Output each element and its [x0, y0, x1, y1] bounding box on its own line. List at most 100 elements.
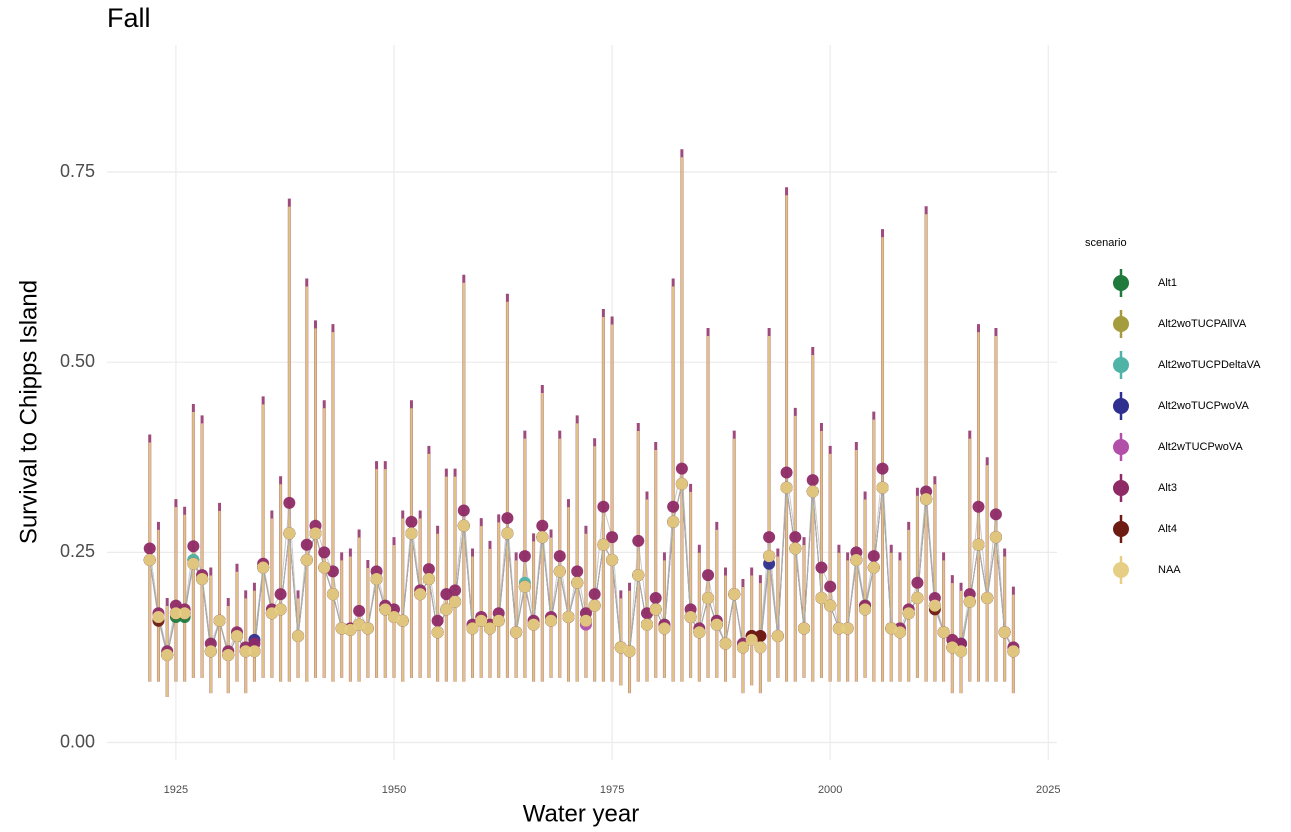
point — [632, 534, 645, 547]
point — [832, 622, 845, 635]
point — [597, 538, 610, 551]
point — [248, 645, 261, 658]
point — [702, 591, 715, 604]
point — [806, 474, 819, 487]
point — [684, 611, 697, 623]
point — [998, 626, 1011, 639]
point — [222, 649, 235, 662]
point — [597, 500, 610, 513]
point — [745, 633, 758, 646]
point — [754, 641, 767, 654]
point — [850, 553, 863, 566]
x-tick-label: 2025 — [1036, 784, 1060, 796]
point — [457, 504, 470, 517]
point — [911, 591, 924, 604]
legend-key — [1113, 357, 1129, 373]
point — [230, 630, 243, 643]
legend-label: Alt3 — [1158, 482, 1177, 494]
point — [981, 591, 994, 604]
point — [492, 614, 505, 627]
point — [911, 576, 924, 589]
point — [353, 604, 366, 617]
legend-key — [1113, 275, 1129, 291]
point — [527, 618, 540, 631]
point — [798, 622, 811, 635]
x-tick-label: 1925 — [164, 784, 188, 796]
legend-label: Alt2woTUCPDeltaVA — [1158, 359, 1261, 371]
point — [405, 515, 418, 528]
point — [876, 481, 889, 494]
point — [457, 519, 470, 532]
point — [196, 572, 209, 585]
point — [937, 626, 950, 639]
point — [536, 531, 549, 544]
point — [536, 519, 549, 532]
point — [466, 622, 479, 635]
point — [606, 531, 619, 544]
point — [204, 645, 217, 658]
point — [187, 557, 200, 570]
point — [806, 485, 819, 498]
point — [763, 550, 776, 563]
point — [501, 512, 514, 525]
point — [719, 637, 732, 650]
point — [815, 591, 828, 604]
point — [989, 531, 1002, 544]
point — [562, 611, 575, 623]
point — [483, 622, 496, 635]
legend-title: scenario — [1085, 237, 1127, 249]
legend-key — [1113, 439, 1129, 455]
legend-key — [1113, 316, 1129, 332]
legend-label: NAA — [1158, 564, 1181, 576]
point — [710, 618, 723, 631]
point — [824, 580, 837, 593]
point — [518, 580, 531, 593]
legend-label: Alt2woTUCPAllVA — [1158, 318, 1247, 330]
point — [326, 588, 339, 601]
point — [588, 599, 601, 612]
point — [405, 527, 418, 540]
x-tick-label: 2000 — [818, 784, 842, 796]
point — [675, 462, 688, 475]
point — [815, 561, 828, 574]
point — [736, 641, 749, 654]
point — [579, 614, 592, 627]
point — [449, 584, 462, 597]
point — [571, 576, 584, 589]
point — [789, 542, 802, 555]
y-tick-label: 0.75 — [60, 161, 95, 181]
point — [893, 626, 906, 639]
point — [955, 645, 968, 658]
point — [667, 515, 680, 528]
point — [396, 614, 409, 627]
series-line — [149, 468, 1014, 653]
point — [972, 538, 985, 551]
legend-key — [1113, 480, 1129, 496]
point — [658, 622, 671, 635]
point — [667, 500, 680, 513]
point — [440, 603, 453, 616]
point — [780, 466, 793, 479]
point — [859, 603, 872, 616]
x-tick-label: 1950 — [382, 784, 406, 796]
point — [187, 540, 200, 553]
point — [902, 607, 915, 620]
legend-label: Alt4 — [1158, 523, 1177, 535]
point — [640, 618, 653, 631]
point — [588, 588, 601, 601]
point — [972, 500, 985, 513]
point — [475, 614, 488, 627]
point — [867, 550, 880, 563]
point — [300, 553, 313, 566]
point — [344, 623, 357, 636]
point — [161, 649, 174, 662]
point — [553, 565, 566, 578]
series-line — [149, 483, 1014, 657]
point — [169, 607, 182, 620]
y-tick-label: 0.50 — [60, 351, 95, 371]
point — [152, 611, 165, 623]
y-axis-title: Survival to Chipps Island — [15, 280, 42, 544]
point — [675, 477, 688, 490]
point — [257, 561, 270, 574]
